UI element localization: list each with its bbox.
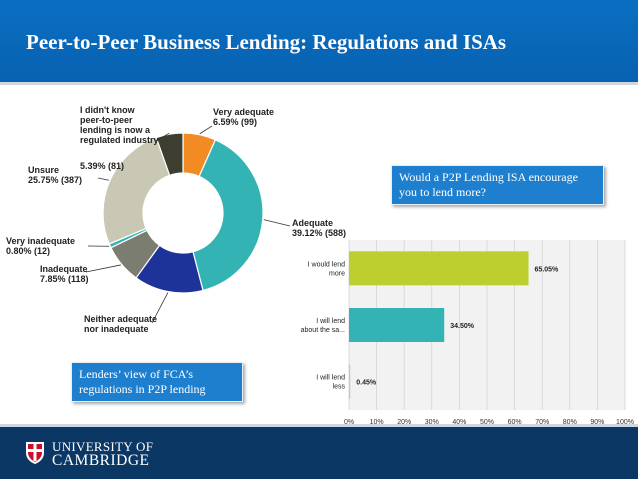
donut-slice-label: Very adequate 6.59% (99) — [213, 107, 274, 127]
university-wordmark: UNIVERSITY OF CAMBRIDGE — [52, 440, 153, 469]
bar-category-label: I will lend about the sa... — [301, 318, 345, 334]
bar-x-tick-label: 80% — [563, 419, 577, 426]
donut-slice-label: Adequate 39.12% (588) — [292, 218, 346, 238]
bar-rect — [349, 364, 351, 399]
footer-bar — [0, 427, 638, 479]
bar-rect — [349, 251, 529, 286]
bar-x-tick-label: 100% — [616, 419, 634, 426]
donut-leader-line — [85, 264, 121, 273]
bar-rect — [349, 308, 445, 342]
donut-slice-value-label: 5.39% (81) — [80, 161, 124, 171]
university-line2: CAMBRIDGE — [52, 452, 150, 469]
isa-question-callout: Would a P2P Lending ISA encourage you to… — [391, 165, 604, 205]
bar-value-label: 34.50% — [450, 323, 475, 330]
bar-x-tick-label: 40% — [452, 419, 466, 426]
bar-chart: 0% 10% 20% 30% 40% 50% 60% 70% 80% 90% 100% I would… — [301, 240, 634, 426]
donut-leader-line — [97, 177, 110, 181]
bar-x-tick-label: 50% — [480, 419, 494, 426]
donut-slice-label: I didn't know peer-to-peer lending is now … — [80, 105, 159, 145]
donut-leader-line — [155, 132, 170, 142]
bar-value-label: 65.05% — [535, 266, 560, 273]
donut-slice — [102, 136, 171, 245]
bar-x-tick-label: 90% — [590, 419, 604, 426]
donut-slice — [192, 139, 264, 292]
bar-x-tick-label: 70% — [535, 419, 549, 426]
donut-leader-line — [263, 219, 291, 227]
bar-x-tick-label: 20% — [397, 419, 411, 426]
donut-slice-label: Very inadequate 0.80% (12) — [6, 236, 75, 256]
header-divider — [0, 82, 638, 85]
donut-leader-line — [199, 125, 213, 135]
footer-divider — [0, 424, 638, 427]
bar-value-label: 0.45% — [356, 380, 377, 387]
bar-category-label: I will lend less — [316, 375, 345, 391]
bar-x-tick-label: 0% — [344, 419, 354, 426]
header-bar — [0, 0, 638, 82]
donut-chart: Very adequate 6.59% (99) Adequate 39.12% (5… — [6, 105, 346, 334]
slide-title: Peer-to-Peer Business Lending: Regulatio… — [26, 30, 507, 54]
donut-leader-line — [151, 292, 169, 324]
university-line1: UNIVERSITY OF — [52, 439, 154, 454]
donut-slice-label: Unsure 25.75% (387) — [28, 165, 82, 185]
donut-slice — [155, 132, 184, 177]
bar-category-label: I would lend more — [308, 261, 345, 277]
bar-x-tick-label: 30% — [425, 419, 439, 426]
cambridge-crest-icon — [26, 442, 44, 464]
bar-x-tick-label: 10% — [370, 419, 384, 426]
fca-view-callout: Lenders’ view of FCA’s regulations in P2… — [71, 362, 243, 402]
donut-slice-label: Neither adequate nor inadequate — [84, 314, 157, 334]
bar-x-tick-label: 60% — [508, 419, 522, 426]
donut-slice-label: Inadequate 7.85% (118) — [40, 264, 89, 284]
